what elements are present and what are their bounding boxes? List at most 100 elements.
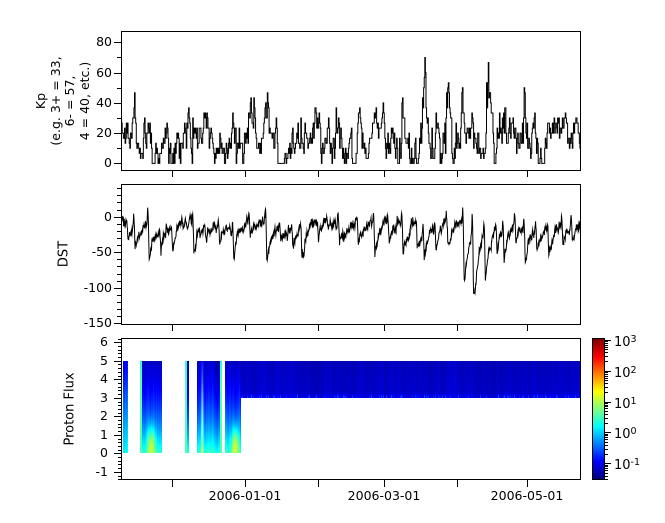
kp-y-minor-tick	[117, 57, 121, 58]
colorbar-minor-tick	[605, 372, 608, 373]
dst-y-tick	[114, 217, 121, 218]
colorbar-minor-tick	[605, 383, 608, 384]
colorbar-exponent: 2	[630, 365, 637, 376]
flux-y-tick	[114, 416, 121, 417]
flux-y-minor-tick	[118, 346, 121, 347]
flux-y-tick	[114, 435, 121, 436]
colorbar-minor-tick	[605, 378, 608, 379]
colorbar-minor-tick	[605, 387, 608, 388]
colorbar-exponent: 0	[630, 426, 637, 437]
dst-y-minor-tick	[117, 210, 121, 211]
dst-y-tick	[114, 252, 121, 253]
flux-y-minor-tick	[118, 409, 121, 410]
colorbar-minor-tick	[605, 466, 608, 467]
colorbar-minor-tick	[605, 411, 608, 412]
dst-y-minor-tick	[117, 202, 121, 203]
flux-y-minor-tick	[118, 383, 121, 384]
kp-y-tick	[114, 103, 121, 104]
colorbar-exponent: 3	[630, 334, 637, 345]
dst-y-minor-tick	[117, 295, 121, 296]
dst-y-minor-tick	[117, 302, 121, 303]
colorbar-tick-label: 102	[614, 365, 637, 381]
flux-y-minor-tick	[118, 357, 121, 358]
colorbar-tick-label: 101	[614, 396, 637, 412]
colorbar-minor-tick	[605, 361, 608, 362]
flux-y-minor-tick	[118, 476, 121, 477]
x-tick	[318, 480, 319, 487]
flux-y-minor-tick	[118, 353, 121, 354]
flux-y-minor-tick	[118, 420, 121, 421]
flux-y-tick-label: 0	[100, 445, 108, 460]
colorbar-tick	[605, 463, 611, 464]
colorbar-minor-tick	[605, 403, 608, 404]
kp-panel	[121, 31, 581, 171]
x-tick	[527, 171, 528, 177]
colorbar-minor-tick	[605, 345, 608, 346]
dst-panel	[121, 184, 581, 325]
flux-y-tick-label: 3	[100, 390, 108, 405]
dst-y-minor-tick	[117, 266, 121, 267]
flux-y-minor-tick	[118, 457, 121, 458]
colorbar-minor-tick	[605, 465, 608, 466]
flux-y-minor-tick	[118, 387, 121, 388]
x-tick-label: 2006-03-01	[347, 488, 421, 503]
flux-y-minor-tick	[118, 368, 121, 369]
colorbar-tick	[605, 432, 611, 433]
flux-y-minor-tick	[118, 424, 121, 425]
x-tick	[384, 480, 385, 487]
kp-y-tick	[114, 163, 121, 164]
flux-y-tick	[114, 342, 121, 343]
x-tick	[245, 480, 246, 487]
dst-y-tick-label: -100	[83, 280, 112, 295]
x-tick	[384, 325, 385, 331]
colorbar-minor-tick	[605, 408, 608, 409]
colorbar-minor-tick	[605, 343, 608, 344]
dst-y-tick-label: -150	[83, 315, 112, 330]
colorbar-minor-tick	[605, 423, 608, 424]
flux-y-tick-label: 1	[100, 427, 108, 442]
dst-y-tick	[114, 323, 121, 324]
flux-y-minor-tick	[118, 450, 121, 451]
flux-y-tick-label: 4	[100, 371, 108, 386]
flux-y-minor-tick	[118, 431, 121, 432]
colorbar-minor-tick	[605, 442, 608, 443]
x-tick	[457, 480, 458, 487]
colorbar-minor-tick	[605, 349, 608, 350]
x-tick-label: 2006-01-01	[208, 488, 282, 503]
colorbar-minor-tick	[605, 454, 608, 455]
x-tick	[318, 325, 319, 331]
colorbar-minor-tick	[605, 352, 608, 353]
colorbar-tick	[605, 371, 611, 372]
dst-y-minor-tick	[117, 274, 121, 275]
dst-y-minor-tick	[117, 309, 121, 310]
flux-y-minor-tick	[118, 427, 121, 428]
flux-y-minor-tick	[118, 461, 121, 462]
flux-y-minor-tick	[118, 446, 121, 447]
colorbar-minor-tick	[605, 341, 608, 342]
dst-y-minor-tick	[117, 195, 121, 196]
proton-flux-panel	[121, 338, 581, 480]
colorbar-minor-tick	[605, 434, 608, 435]
flux-y-minor-tick	[118, 390, 121, 391]
flux-y-minor-tick	[118, 394, 121, 395]
colorbar-minor-tick	[605, 449, 608, 450]
flux-y-minor-tick	[118, 464, 121, 465]
flux-y-tick-label: 5	[100, 353, 108, 368]
x-tick	[318, 171, 319, 177]
colorbar-minor-tick	[605, 374, 608, 375]
dst-y-minor-tick	[117, 238, 121, 239]
kp-y-tick-label: 60	[96, 65, 112, 80]
kp-y-minor-tick	[117, 148, 121, 149]
flux-y-tick-label: -1	[95, 464, 108, 479]
x-tick	[245, 325, 246, 331]
x-tick	[172, 480, 173, 487]
colorbar-minor-tick	[605, 356, 608, 357]
flux-y-minor-tick	[118, 405, 121, 406]
kp-y-tick-label: 80	[96, 34, 112, 49]
x-tick	[384, 171, 385, 177]
colorbar-minor-tick	[605, 405, 608, 406]
colorbar-minor-tick	[605, 435, 608, 436]
dst-y-tick	[114, 288, 121, 289]
flux-y-minor-tick	[118, 479, 121, 480]
